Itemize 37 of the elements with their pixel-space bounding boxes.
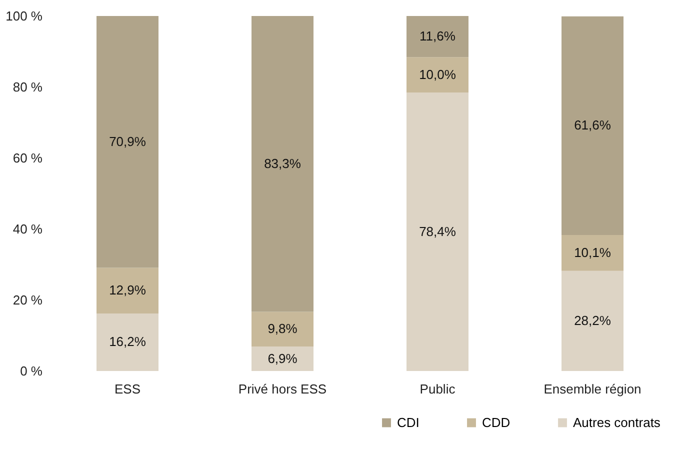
x-tick-label: Ensemble région [544,382,642,396]
data-label: 28,2% [574,312,612,328]
data-label: 16,2% [109,334,146,350]
bar [562,270,624,371]
data-label: 11,6% [420,28,456,44]
y-tick-label: 20 % [12,292,43,308]
bar [406,57,468,93]
x-tick-label: ESS [114,382,141,396]
data-label: 6,9% [268,350,298,366]
data-label: 61,6% [574,118,612,133]
data-label: 9,8% [268,321,298,336]
legend-label: Autres contrats [573,414,661,430]
legend-label: CDD [482,414,510,430]
bar [252,16,314,312]
data-label: 10,0% [419,66,456,82]
bar [252,346,314,371]
data-label: 12,9% [109,282,146,298]
y-tick-label: 60 % [12,150,43,166]
bar [562,16,624,236]
x-tick-label: Privé hors ESS [238,382,327,396]
bar [96,268,158,314]
bar [252,312,314,347]
data-label: 70,9% [109,134,146,149]
bar [96,313,158,371]
y-tick-label: 0 % [20,364,43,378]
bar [96,16,158,268]
data-label: 78,4% [419,224,456,239]
data-label: 10,1% [574,244,612,260]
y-tick-label: 80 % [12,80,43,94]
bar [406,92,468,371]
bar [406,16,468,58]
y-tick-label: 100 % [6,8,43,24]
y-tick-label: 40 % [12,222,43,236]
data-label: 83,3% [264,156,302,171]
bar [562,235,624,271]
x-tick-label: Public [420,382,456,396]
legend-label: CDI [397,414,420,430]
